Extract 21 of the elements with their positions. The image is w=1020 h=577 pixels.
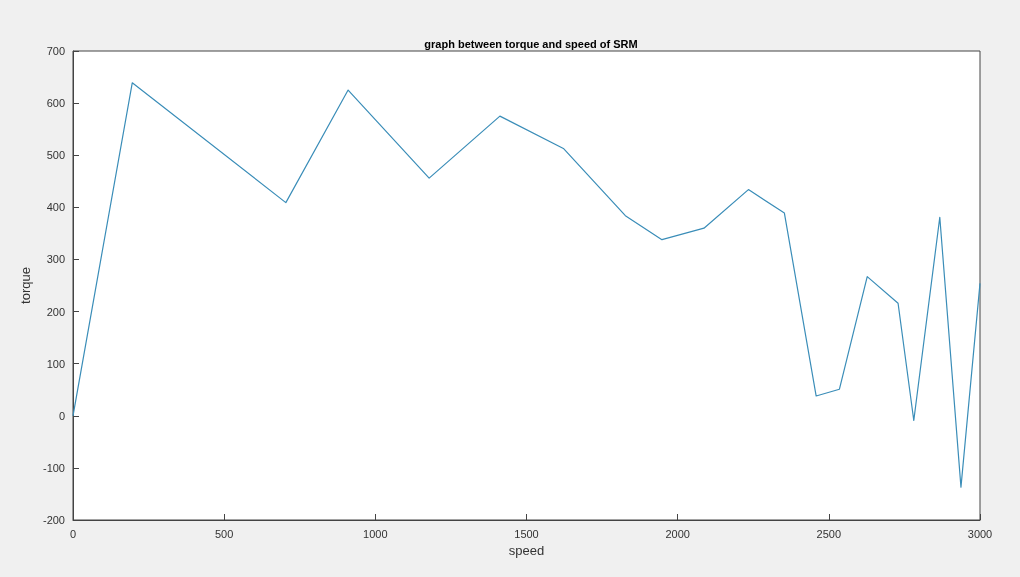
y-tick-label: 500 <box>46 149 65 162</box>
y-tick-label: 0 <box>58 409 65 422</box>
y-tick-label: 100 <box>46 357 65 370</box>
y-tick-label: 400 <box>46 201 65 214</box>
x-tick-label: 500 <box>214 527 234 540</box>
y-axis-title: torque <box>18 267 34 304</box>
y-tick-label: 600 <box>46 97 65 110</box>
x-tick-label: 1500 <box>514 527 539 540</box>
chart-title: graph between torque and speed of SRM <box>424 37 638 50</box>
y-tick-label: -100 <box>42 461 65 474</box>
x-tick-label: 0 <box>69 527 77 540</box>
x-tick-label: 2500 <box>816 527 842 540</box>
line-series <box>72 82 981 488</box>
x-tick-label: 3000 <box>967 527 993 540</box>
x-tick-label: 2000 <box>665 527 690 540</box>
y-tick-label: 300 <box>46 253 65 266</box>
y-tick-label: -200 <box>42 514 65 526</box>
y-tick-label: 200 <box>46 305 65 318</box>
x-axis-title: speed <box>508 543 545 558</box>
y-tick-label: 700 <box>46 45 65 57</box>
x-tick-label: 1000 <box>363 527 388 540</box>
